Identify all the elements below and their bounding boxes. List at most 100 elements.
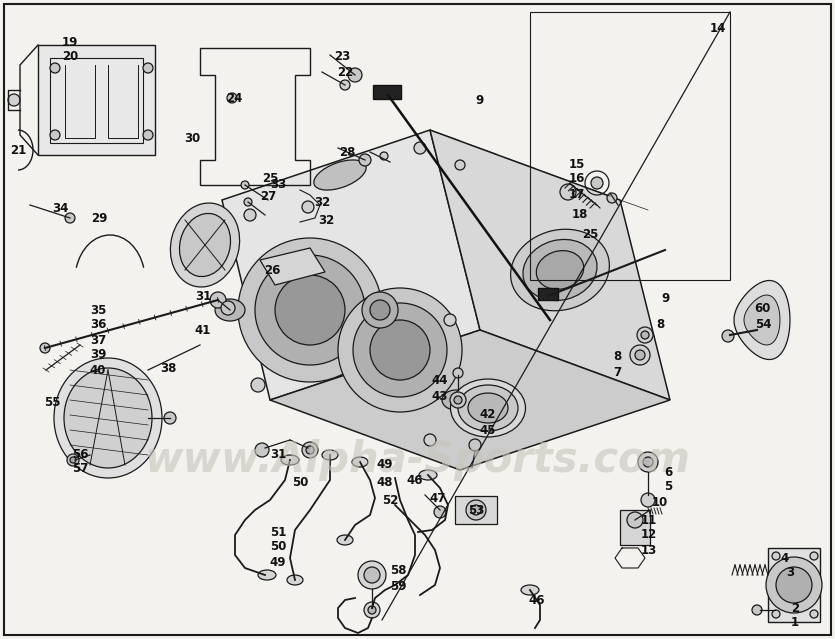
Ellipse shape bbox=[536, 250, 584, 289]
Text: 24: 24 bbox=[225, 91, 242, 105]
Text: 58: 58 bbox=[390, 564, 407, 576]
Circle shape bbox=[414, 142, 426, 154]
Text: 14: 14 bbox=[710, 22, 726, 35]
Ellipse shape bbox=[337, 535, 353, 545]
Circle shape bbox=[251, 378, 265, 392]
Circle shape bbox=[810, 610, 818, 618]
Circle shape bbox=[370, 320, 430, 380]
Circle shape bbox=[227, 93, 237, 103]
Text: 19: 19 bbox=[62, 36, 78, 49]
Circle shape bbox=[370, 300, 390, 320]
Text: 26: 26 bbox=[264, 263, 281, 277]
Circle shape bbox=[776, 567, 812, 603]
Circle shape bbox=[70, 457, 76, 463]
Text: 49: 49 bbox=[377, 459, 393, 472]
Text: 28: 28 bbox=[339, 146, 355, 158]
Ellipse shape bbox=[523, 240, 597, 300]
Circle shape bbox=[466, 500, 486, 520]
Bar bbox=[538, 288, 558, 300]
Text: 32: 32 bbox=[318, 213, 334, 226]
Ellipse shape bbox=[442, 390, 470, 410]
Text: 32: 32 bbox=[314, 196, 330, 208]
Text: 54: 54 bbox=[755, 318, 772, 332]
Ellipse shape bbox=[511, 229, 610, 311]
Text: 4: 4 bbox=[781, 551, 789, 564]
Circle shape bbox=[244, 209, 256, 221]
Circle shape bbox=[591, 177, 603, 189]
Text: 46: 46 bbox=[407, 473, 423, 486]
Text: 51: 51 bbox=[270, 525, 286, 539]
Text: 31: 31 bbox=[270, 449, 286, 461]
Text: 3: 3 bbox=[786, 567, 794, 580]
Circle shape bbox=[638, 452, 658, 472]
Text: 44: 44 bbox=[432, 374, 448, 387]
Circle shape bbox=[8, 94, 20, 106]
Text: 43: 43 bbox=[432, 390, 448, 403]
Text: 49: 49 bbox=[270, 555, 286, 569]
Circle shape bbox=[216, 304, 228, 316]
Ellipse shape bbox=[64, 368, 152, 468]
Polygon shape bbox=[38, 45, 155, 155]
Circle shape bbox=[65, 213, 75, 223]
Bar bbox=[455, 496, 497, 524]
Circle shape bbox=[444, 314, 456, 326]
Text: 9: 9 bbox=[660, 291, 669, 305]
Text: 25: 25 bbox=[262, 171, 278, 185]
Text: 8: 8 bbox=[655, 318, 664, 332]
Circle shape bbox=[752, 605, 762, 615]
Circle shape bbox=[364, 602, 380, 618]
Circle shape bbox=[238, 238, 382, 382]
Ellipse shape bbox=[322, 450, 338, 460]
Text: www.Alpha-Sports.com: www.Alpha-Sports.com bbox=[144, 439, 691, 481]
Text: 56: 56 bbox=[72, 447, 89, 461]
Polygon shape bbox=[744, 295, 780, 345]
Text: 22: 22 bbox=[337, 66, 353, 79]
Polygon shape bbox=[734, 281, 790, 360]
Text: 50: 50 bbox=[291, 475, 308, 488]
Text: 6: 6 bbox=[664, 465, 672, 479]
Circle shape bbox=[637, 327, 653, 343]
Text: 15: 15 bbox=[569, 157, 585, 171]
Circle shape bbox=[641, 331, 649, 339]
Text: 57: 57 bbox=[72, 463, 89, 475]
Bar bbox=[620, 510, 650, 545]
Bar bbox=[373, 85, 401, 99]
Text: 11: 11 bbox=[641, 514, 657, 527]
Text: 21: 21 bbox=[10, 144, 26, 157]
Circle shape bbox=[560, 184, 576, 200]
Text: 27: 27 bbox=[260, 190, 276, 203]
Ellipse shape bbox=[287, 575, 303, 585]
Polygon shape bbox=[768, 548, 820, 622]
Text: 31: 31 bbox=[195, 289, 211, 302]
Ellipse shape bbox=[521, 585, 539, 595]
Circle shape bbox=[641, 493, 655, 507]
Circle shape bbox=[255, 255, 365, 365]
Text: 38: 38 bbox=[159, 362, 176, 374]
Polygon shape bbox=[222, 130, 480, 400]
Text: 13: 13 bbox=[641, 544, 657, 557]
Circle shape bbox=[450, 392, 466, 408]
Text: 55: 55 bbox=[43, 397, 60, 410]
Text: 30: 30 bbox=[184, 132, 200, 144]
Text: 45: 45 bbox=[480, 424, 496, 438]
Circle shape bbox=[353, 303, 447, 397]
Text: 8: 8 bbox=[613, 351, 621, 364]
Circle shape bbox=[348, 68, 362, 82]
Circle shape bbox=[630, 345, 650, 365]
Text: 47: 47 bbox=[430, 491, 446, 505]
Text: 60: 60 bbox=[754, 302, 770, 314]
Ellipse shape bbox=[215, 299, 245, 321]
Ellipse shape bbox=[54, 358, 162, 478]
Circle shape bbox=[627, 512, 643, 528]
Text: 12: 12 bbox=[641, 528, 657, 541]
Polygon shape bbox=[260, 248, 325, 285]
Circle shape bbox=[454, 396, 462, 404]
Text: 37: 37 bbox=[90, 334, 106, 346]
Polygon shape bbox=[430, 130, 670, 400]
Circle shape bbox=[143, 63, 153, 73]
Circle shape bbox=[364, 567, 380, 583]
Circle shape bbox=[338, 288, 462, 412]
Circle shape bbox=[766, 557, 822, 613]
Ellipse shape bbox=[314, 160, 367, 190]
Text: 50: 50 bbox=[270, 541, 286, 553]
